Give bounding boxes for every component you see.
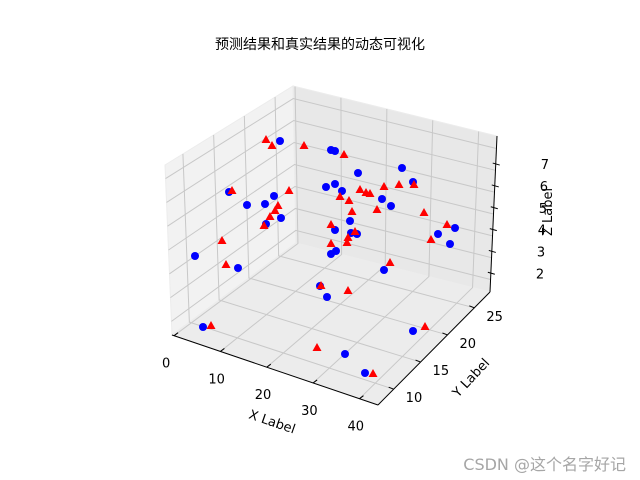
actual-point	[270, 206, 280, 214]
svg-text:10: 10	[406, 391, 423, 406]
predicted-point	[276, 137, 284, 145]
actual-point	[394, 180, 404, 188]
actual-point	[420, 322, 430, 330]
actual-point	[284, 186, 294, 194]
actual-point	[350, 227, 360, 235]
actual-point	[273, 201, 283, 209]
predicted-point	[380, 266, 388, 274]
actual-point	[379, 182, 389, 190]
predicted-point	[409, 327, 417, 335]
y-axis-label: Y Label	[449, 356, 493, 401]
svg-text:0: 0	[162, 357, 170, 372]
axis-lines	[171, 135, 498, 406]
actual-point	[361, 188, 371, 196]
actual-point	[326, 220, 336, 228]
predicted-point	[323, 293, 331, 301]
actual-point	[206, 321, 216, 329]
svg-text:30: 30	[301, 404, 318, 419]
predicted-point	[354, 169, 362, 177]
svg-text:20: 20	[459, 337, 476, 352]
predicted-point	[243, 201, 251, 209]
svg-text:6: 6	[540, 180, 548, 195]
svg-text:20: 20	[255, 388, 272, 403]
svg-text:4: 4	[538, 224, 546, 239]
predicted-point	[341, 350, 349, 358]
actual-point	[335, 192, 345, 200]
svg-text:25: 25	[486, 310, 503, 325]
z-axis-label: Z Label	[541, 188, 556, 236]
predicted-point	[199, 323, 207, 331]
predicted-point	[270, 192, 278, 200]
predicted-point	[331, 180, 339, 188]
predicted-point	[361, 369, 369, 377]
actual-point	[217, 236, 227, 244]
actual-point	[339, 150, 349, 158]
actual-point	[227, 186, 237, 194]
actual-point	[372, 205, 382, 213]
actual-point	[368, 369, 378, 377]
actual-point	[385, 258, 395, 266]
actual-point	[221, 260, 231, 268]
actual-point	[343, 233, 353, 241]
actual-point	[316, 281, 326, 289]
actual-point	[343, 286, 353, 294]
grid-lines	[165, 86, 497, 400]
predicted-point	[322, 183, 330, 191]
svg-text:5: 5	[539, 202, 547, 217]
actual-point	[419, 208, 429, 216]
actual-point	[261, 135, 271, 143]
actual-point	[426, 235, 436, 243]
predicted-point	[398, 164, 406, 172]
predicted-point	[277, 214, 285, 222]
chart-title: 预测结果和真实结果的动态可视化	[215, 37, 425, 53]
svg-text:7: 7	[541, 158, 549, 173]
svg-text:10: 10	[208, 372, 225, 387]
predicted-point	[451, 224, 459, 232]
predicted-point	[378, 195, 386, 203]
predicted-point	[387, 202, 395, 210]
actual-point	[312, 343, 322, 351]
actual-point	[265, 212, 275, 220]
actual-point	[299, 141, 309, 149]
svg-text:3: 3	[537, 245, 545, 260]
svg-text:40: 40	[347, 420, 364, 435]
predicted-point	[346, 217, 354, 225]
predicted-point	[234, 264, 242, 272]
actual-point	[347, 207, 357, 215]
watermark: CSDN @这个名字好记	[463, 455, 626, 474]
predicted-point	[191, 252, 199, 260]
predicted-point	[331, 147, 339, 155]
tick-labels: 0 10 20 30 40 10 15 20 25 2 3 4 5 6 7	[162, 158, 549, 435]
actual-point	[355, 185, 365, 193]
tick-marks	[173, 162, 500, 400]
actual-point	[442, 220, 452, 228]
predicted-point	[261, 200, 269, 208]
x-axis-label: X Label	[247, 408, 297, 438]
actual-point	[326, 239, 336, 247]
data-points	[191, 135, 459, 377]
actual-point	[259, 221, 269, 229]
actual-point	[409, 180, 419, 188]
actual-point	[342, 238, 352, 246]
actual-point	[344, 196, 354, 204]
svg-text:2: 2	[536, 267, 544, 282]
predicted-point	[434, 230, 442, 238]
predicted-point	[446, 240, 454, 248]
actual-point	[267, 141, 277, 149]
predicted-point	[327, 250, 335, 258]
svg-text:15: 15	[433, 364, 450, 379]
